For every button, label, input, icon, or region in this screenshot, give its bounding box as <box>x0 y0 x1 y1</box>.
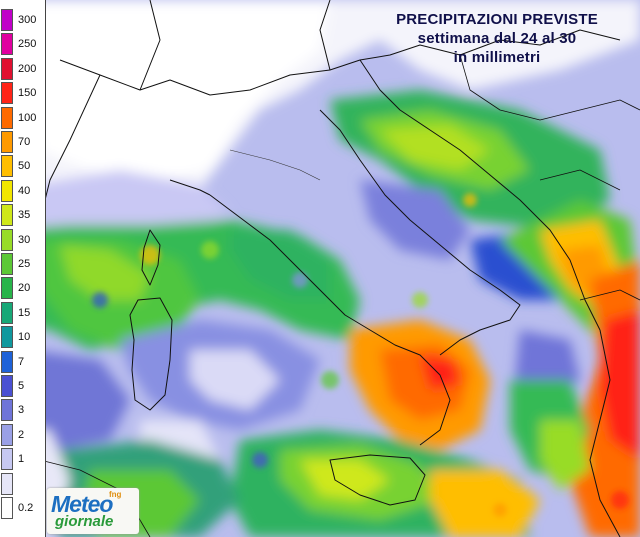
logo-text-giornale: giornale <box>55 513 114 530</box>
title-line-2: settimana dal 24 al 30 <box>417 30 577 47</box>
legend-entry: 300 <box>0 8 46 32</box>
legend-label: 10 <box>18 331 31 344</box>
legend-entry: 0.2 <box>0 496 46 520</box>
logo-mark: fng <box>109 490 122 499</box>
legend-swatch <box>1 472 13 495</box>
legend-entry: 5 <box>0 374 46 398</box>
legend-entry: 30 <box>0 228 46 252</box>
legend-swatch <box>1 179 13 202</box>
logo-text-meteo: Meteo <box>51 491 113 517</box>
legend-label: 70 <box>18 136 31 148</box>
title-line-1: PRECIPITAZIONI PREVISTE <box>396 11 598 28</box>
legend-label: 50 <box>18 160 31 173</box>
legend-swatch <box>1 301 13 324</box>
map-title: PRECIPITAZIONI PREVISTE settimana dal 24… <box>382 10 612 67</box>
legend-swatch <box>1 33 13 56</box>
legend-swatch <box>1 106 13 129</box>
legend-entry: 3 <box>0 398 46 422</box>
legend-entry: 2 <box>0 423 46 447</box>
legend-swatch <box>1 155 13 178</box>
legend-swatch <box>1 375 13 397</box>
legend-entry: 10 <box>0 325 46 349</box>
legend-label: 5 <box>18 380 25 392</box>
legend-entry: 150 <box>0 81 46 105</box>
legend-label: 3 <box>18 404 25 417</box>
legend-label: 2 <box>18 428 25 441</box>
precipitation-legend: 300 250 200 150 100 70 50 40 35 30 25 20 15 10 7 5 3 2 1 0.… <box>0 0 46 537</box>
legend-label: 40 <box>18 184 31 197</box>
legend-label: 200 <box>18 62 37 75</box>
legend-label: 1 <box>18 453 25 466</box>
legend-entry: 1 <box>0 447 46 471</box>
legend-label: 25 <box>18 258 31 270</box>
legend-swatch <box>1 204 13 227</box>
legend-label: 20 <box>18 282 31 295</box>
legend-swatch <box>1 228 13 251</box>
legend-entry: 40 <box>0 179 46 203</box>
legend-entry: 25 <box>0 252 46 276</box>
legend-label: 7 <box>18 355 25 368</box>
legend-entry: 250 <box>0 32 46 56</box>
legend-swatch <box>1 350 13 373</box>
legend-label: 0.2 <box>18 502 34 514</box>
legend-label: 30 <box>18 233 31 246</box>
legend-swatch <box>1 326 13 349</box>
legend-swatch <box>1 57 13 80</box>
legend-label: 15 <box>18 306 31 319</box>
legend-entry: 20 <box>0 276 46 300</box>
legend-swatch <box>1 277 13 300</box>
legend-entry: 50 <box>0 154 46 178</box>
legend-swatch <box>1 82 13 105</box>
legend-entry: 100 <box>0 106 46 130</box>
legend-swatch <box>1 423 13 446</box>
legend-swatch <box>1 448 13 471</box>
legend-swatch <box>1 9 13 31</box>
legend-entry: 15 <box>0 301 46 325</box>
legend-swatch <box>1 131 13 153</box>
legend-entry: 70 <box>0 130 46 154</box>
meteogiornale-logo[interactable]: Meteo giornale fng <box>47 488 139 534</box>
legend-label: 250 <box>18 38 37 51</box>
legend-entry: 7 <box>0 350 46 374</box>
title-line-3: in millimetri <box>453 49 541 66</box>
legend-label: 35 <box>18 209 31 222</box>
legend-swatch <box>1 253 13 275</box>
legend-label: 100 <box>18 111 37 124</box>
legend-swatch <box>1 399 13 422</box>
legend-entry: 200 <box>0 57 46 81</box>
legend-swatch <box>1 497 13 519</box>
legend-entry: 35 <box>0 203 46 227</box>
legend-label: 150 <box>18 87 37 100</box>
legend-label: 300 <box>18 14 37 26</box>
legend-entry <box>0 472 46 496</box>
